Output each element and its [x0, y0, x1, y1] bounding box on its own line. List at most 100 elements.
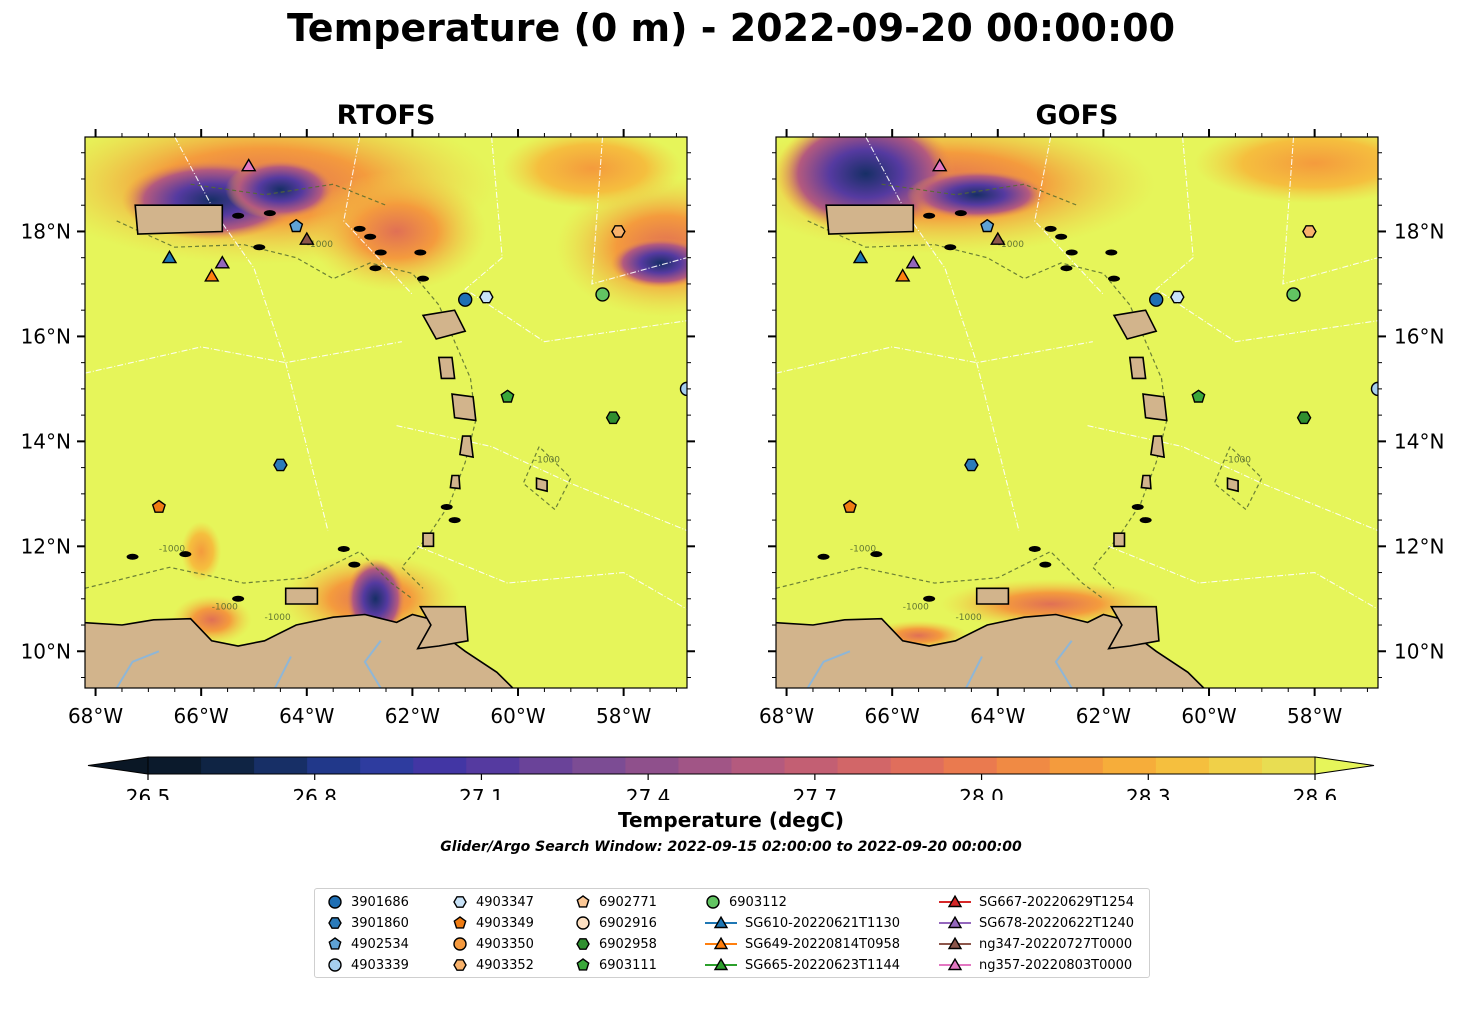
bathymetry-contour: [190, 183, 387, 206]
small-island: [1028, 545, 1041, 552]
small-island: [179, 551, 192, 558]
colorbar-tick-label: 28.3: [1126, 785, 1171, 800]
legend-marker-triangle: [939, 936, 971, 950]
small-island: [923, 212, 936, 219]
colorbar-segment: [1102, 757, 1157, 774]
dominica-land: [1128, 356, 1147, 380]
map-figure: -1000 -1000 -1000 -1000 -1000 68°W 66°W 64°W 62°…: [21, 129, 1444, 800]
colorbar-segment: [678, 757, 733, 774]
bathymetry-label: -1000: [212, 602, 238, 612]
legend-label: 4902534: [351, 936, 409, 952]
bathymetry-contour: [881, 183, 1078, 206]
colorbar-segment: [413, 757, 467, 774]
panel-title-gofs: GOFS: [1035, 100, 1119, 131]
bathymetry-label: -1000: [159, 545, 185, 555]
bathymetry-label: -1000: [307, 240, 333, 250]
small-island: [1039, 561, 1052, 568]
legend-marker-circle: [328, 895, 342, 909]
lat-tick-label: 14°N: [1394, 429, 1444, 453]
river: [806, 650, 851, 688]
small-island: [374, 249, 387, 256]
marker-4903339: [679, 381, 687, 397]
marker-SG649-20220814T0958: [204, 268, 220, 282]
legend-marker-circle: [576, 916, 590, 930]
curacao-land: [734, 525, 750, 546]
eez-boundary: [343, 137, 413, 295]
legend-label: SG678-20220622T1240: [979, 915, 1135, 931]
eez-boundary: [464, 137, 687, 343]
legend-label: 6903112: [729, 894, 787, 910]
lat-tick-label: 18°N: [21, 219, 71, 243]
observation-legend: 3901686 3901860 4902534 4903339 4903347 49033…: [314, 888, 1150, 978]
lat-tick-label: 16°N: [21, 324, 71, 348]
lon-tick-label: 60°W: [1181, 704, 1236, 728]
legend-item-4903350: 4903350: [450, 934, 534, 954]
colorbar-segment: [1049, 757, 1104, 774]
legend-item-6903111: 6903111: [573, 955, 657, 975]
temperature-anomaly: [501, 137, 682, 209]
legend-symbol: [328, 937, 342, 950]
small-island: [253, 244, 266, 251]
lon-tick-label: 64°W: [970, 704, 1025, 728]
legend-item-4903339: 4903339: [325, 955, 409, 975]
small-island: [1131, 503, 1144, 510]
lat-tick-label: 10°N: [21, 639, 71, 663]
colorbar-segment: [625, 757, 680, 774]
small-island: [364, 233, 377, 240]
eez-boundary: [174, 137, 329, 531]
legend-item-6902916: 6902916: [573, 913, 657, 933]
legend-label: ng357-20220803T0000: [979, 957, 1133, 973]
marker-6903112: [595, 287, 610, 302]
colorbar-segment: [731, 757, 786, 774]
search-window-note: Glider/Argo Search Window: 2022-09-15 02…: [440, 839, 1022, 855]
legend-symbol: [328, 917, 342, 929]
small-island: [923, 595, 936, 602]
legend-symbol: [576, 938, 590, 950]
small-island: [414, 249, 427, 256]
lat-tick-label: 12°N: [1394, 534, 1444, 558]
small-island: [126, 553, 139, 560]
small-island: [954, 210, 967, 217]
small-island: [870, 551, 883, 558]
eez-boundary: [1108, 545, 1378, 610]
legend-symbol: [947, 894, 963, 908]
legend-item-3901686: 3901686: [325, 892, 409, 912]
legend-symbol: [328, 958, 342, 972]
lon-tick-label: 58°W: [1287, 704, 1342, 728]
colorbar-segment: [254, 757, 308, 774]
bathymetry-contour: [776, 550, 1104, 600]
colorbar-segment: [943, 757, 998, 774]
marker-6903111: [1191, 389, 1206, 403]
legend-marker-hexagon: [328, 917, 342, 929]
small-island: [448, 517, 461, 524]
legend-item-4902534: 4902534: [325, 934, 409, 954]
small-island: [232, 212, 245, 219]
small-island: [1055, 233, 1068, 240]
marker-ng347-20220727T0000: [990, 231, 1006, 245]
bathymetry-label: -1000: [534, 455, 560, 465]
grenada-land: [1113, 532, 1126, 548]
lon-tick-label: 60°W: [490, 704, 545, 728]
small-island: [232, 595, 245, 602]
temperature-anomaly: [225, 159, 336, 220]
grenada-land: [422, 532, 435, 548]
marker-SG610-20220621T1130: [161, 249, 178, 264]
small-island: [1107, 275, 1120, 282]
legend-item-ng347-20220727T0000: ng347-20220727T0000: [937, 934, 1132, 954]
lat-tick-label: 18°N: [1394, 219, 1444, 243]
marker-4903347: [478, 290, 494, 304]
lat-tick-label: 12°N: [21, 534, 71, 558]
eez-boundary: [591, 137, 687, 285]
legend-item-6902771: 6902771: [573, 892, 657, 912]
legend-marker-circle: [453, 937, 467, 951]
small-island: [263, 210, 276, 217]
legend-label: 6902771: [599, 894, 657, 910]
legend-marker-circle: [328, 958, 342, 972]
colorbar-segment: [307, 757, 361, 774]
legend-symbol: [947, 915, 963, 929]
legend-symbol: [453, 896, 467, 908]
marker-4902534: [980, 218, 995, 233]
marker-SG678-20220622T1240: [905, 255, 922, 269]
st-lucia-land: [1149, 435, 1166, 459]
lon-tick-label: 66°W: [174, 704, 229, 728]
